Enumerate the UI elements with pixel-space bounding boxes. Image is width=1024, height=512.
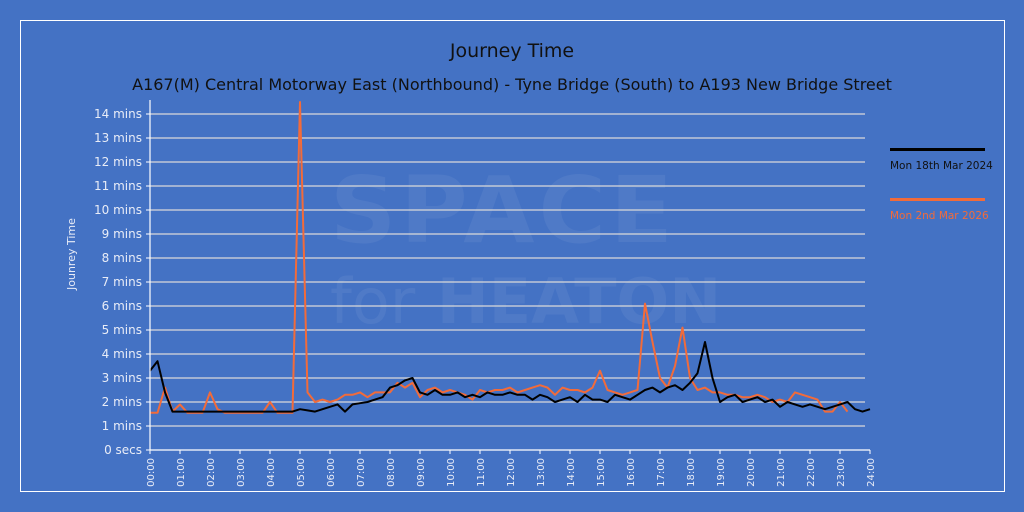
x-tick-label: 04:00 xyxy=(266,458,277,487)
x-tick-label: 10:00 xyxy=(446,458,457,487)
y-tick-label: 10 mins xyxy=(94,203,142,217)
y-tick-label: 5 mins xyxy=(102,323,142,337)
legend-item-2024: Mon 18th Mar 2024 xyxy=(890,148,993,172)
y-tick-label: 9 mins xyxy=(102,227,142,241)
y-tick-label: 7 mins xyxy=(102,275,142,289)
x-tick-label: 01:00 xyxy=(176,458,187,487)
x-tick-label: 07:00 xyxy=(356,458,367,487)
y-tick-label: 12 mins xyxy=(94,155,142,169)
x-tick-label: 20:00 xyxy=(746,458,757,487)
y-tick-label: 8 mins xyxy=(102,251,142,265)
legend-label: Mon 18th Mar 2024 xyxy=(890,160,993,172)
y-tick-label: 11 mins xyxy=(94,179,142,193)
x-tick-label: 11:00 xyxy=(476,458,487,487)
y-tick-label: 3 mins xyxy=(102,371,142,385)
x-tick-label: 02:00 xyxy=(206,458,217,487)
x-tick-label: 09:00 xyxy=(416,458,427,487)
y-tick-label: 6 mins xyxy=(102,299,142,313)
x-tick-label: 13:00 xyxy=(536,458,547,487)
gridlines xyxy=(146,113,865,451)
x-tick-label: 23:00 xyxy=(836,458,847,487)
x-tick-label: 16:00 xyxy=(626,458,637,487)
x-tick-label: 18:00 xyxy=(686,458,697,487)
y-tick-label: 13 mins xyxy=(94,131,142,145)
legend-swatch-orange xyxy=(890,198,985,201)
x-tick-label: 24:00 xyxy=(866,458,877,487)
x-tick-label: 15:00 xyxy=(596,458,607,487)
x-tick-label: 12:00 xyxy=(506,458,517,487)
x-tick-label: 19:00 xyxy=(716,458,727,487)
y-tick-label: 1 mins xyxy=(102,419,142,433)
series-line xyxy=(150,101,849,414)
series-line xyxy=(149,341,871,413)
legend-swatch-black xyxy=(890,148,985,151)
y-tick-label: 14 mins xyxy=(94,107,142,121)
x-tick-label: 03:00 xyxy=(236,458,247,487)
x-tick-label: 21:00 xyxy=(776,458,787,487)
series-lines xyxy=(149,101,871,414)
y-axis-ticks: 0 secs 1 mins 2 mins 3 mins 4 mins 5 mins 6 mi… xyxy=(94,107,142,457)
x-tick-label: 14:00 xyxy=(566,458,577,487)
x-tick-label: 17:00 xyxy=(656,458,667,487)
legend-item-2026: Mon 2nd Mar 2026 xyxy=(890,198,989,222)
y-axis-title: Jounrey Time xyxy=(65,218,78,291)
x-tick-label: 22:00 xyxy=(806,458,817,487)
chart-subtitle: A167(M) Central Motorway East (Northboun… xyxy=(132,75,892,94)
x-tick-label: 00:00 xyxy=(146,458,157,487)
y-tick-label: 4 mins xyxy=(102,347,142,361)
chart-title: Journey Time xyxy=(449,40,575,62)
chart-frame xyxy=(20,20,1005,492)
x-axis-ticks: 00:00 01:00 02:00 03:00 04:00 05:00 06:00 07:00… xyxy=(146,450,877,487)
x-tick-label: 05:00 xyxy=(296,458,307,487)
x-tick-label: 08:00 xyxy=(386,458,397,487)
legend-label: Mon 2nd Mar 2026 xyxy=(890,210,989,222)
y-tick-label: 2 mins xyxy=(102,395,142,409)
x-tick-label: 06:00 xyxy=(326,458,337,487)
y-tick-label: 0 secs xyxy=(104,443,142,457)
